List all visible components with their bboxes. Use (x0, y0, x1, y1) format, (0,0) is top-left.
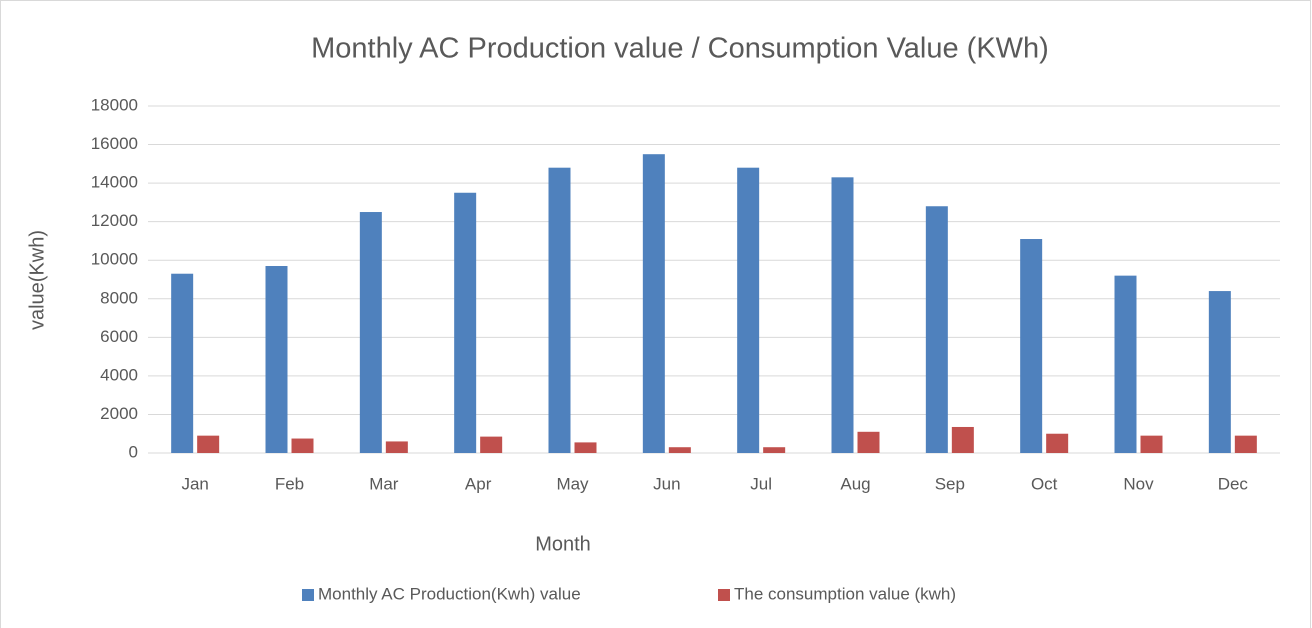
bar (291, 438, 314, 453)
bar (1234, 435, 1257, 453)
bar (737, 167, 760, 453)
bar (857, 431, 880, 453)
bar (548, 167, 571, 453)
y-tick-label: 2000 (100, 404, 138, 423)
bar (197, 435, 220, 453)
bar (925, 206, 948, 453)
y-tick-label: 18000 (91, 95, 138, 114)
y-tick-label: 16000 (91, 134, 138, 153)
x-tick-label: Sep (935, 474, 965, 493)
bar (642, 154, 665, 453)
y-axis-label: value(Kwh) (26, 230, 48, 330)
y-tick-label: 4000 (100, 365, 138, 384)
x-tick-label: Jan (181, 474, 208, 493)
bar (763, 447, 786, 453)
bar (831, 177, 854, 454)
bar (574, 442, 597, 453)
y-tick-label: 0 (129, 442, 138, 461)
bar (951, 426, 974, 453)
chart-title: Monthly AC Production value / Consumptio… (311, 33, 1049, 65)
bar (454, 192, 477, 453)
legend-swatch (302, 589, 314, 601)
legend-swatch (718, 589, 730, 601)
bar (1208, 291, 1231, 453)
bar (480, 436, 503, 453)
x-axis-label: Month (535, 533, 591, 555)
bar (668, 447, 691, 453)
x-tick-label: Apr (465, 474, 492, 493)
y-tick-label: 8000 (100, 288, 138, 307)
x-tick-label: Feb (275, 474, 304, 493)
bar (385, 441, 408, 453)
y-tick-label: 6000 (100, 327, 138, 346)
bar (1140, 435, 1163, 453)
bar (265, 266, 288, 453)
y-tick-label: 14000 (91, 173, 138, 192)
y-tick-label: 12000 (91, 211, 138, 230)
x-tick-label: Jul (750, 474, 772, 493)
x-tick-label: Mar (369, 474, 399, 493)
x-tick-label: Dec (1218, 474, 1249, 493)
x-tick-label: Jun (653, 474, 680, 493)
x-tick-label: Oct (1031, 474, 1058, 493)
x-tick-label: Nov (1123, 474, 1154, 493)
bar (359, 212, 382, 453)
bar (1046, 433, 1069, 453)
legend-label: Monthly AC Production(Kwh) value (318, 584, 581, 603)
y-tick-label: 10000 (91, 250, 138, 269)
x-tick-label: Aug (840, 474, 870, 493)
bar (1020, 239, 1043, 453)
legend-label: The consumption value (kwh) (734, 584, 956, 603)
x-tick-label: May (556, 474, 589, 493)
bar (1114, 275, 1137, 453)
bar (171, 273, 194, 453)
